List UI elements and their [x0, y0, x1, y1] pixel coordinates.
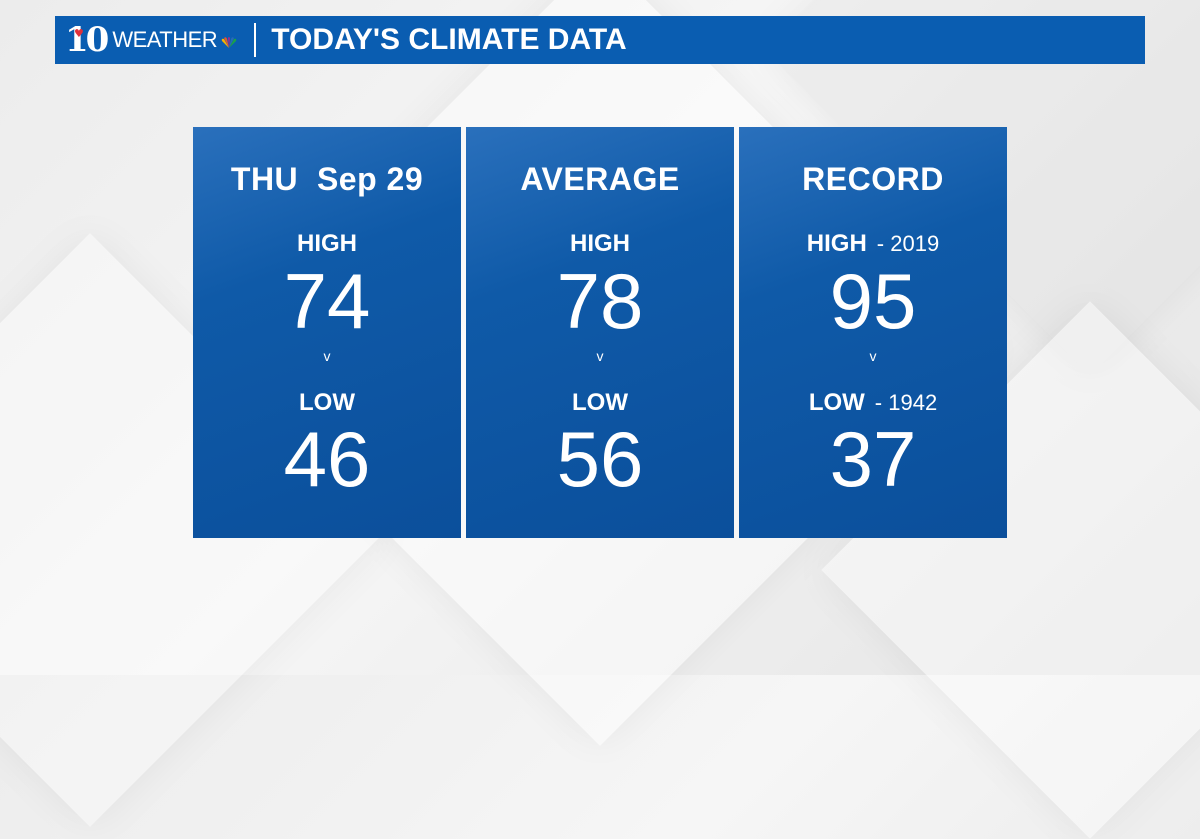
- low-value: 46: [283, 415, 371, 503]
- record-panel: RECORD HIGH - 2019 95 v LOW - 1942 37: [739, 127, 1007, 538]
- panel-title: RECORD: [802, 161, 944, 197]
- high-label: HIGH: [297, 230, 357, 257]
- high-label: HIGH - 2019: [806, 230, 940, 257]
- chevron-down-icon: v: [323, 348, 331, 364]
- today-panel: THU Sep 29 HIGH 74 v LOW 46: [193, 127, 461, 538]
- climate-panels: THU Sep 29 HIGH 74 v LOW 46 AVERAGE HIGH…: [193, 127, 1007, 538]
- low-value: 37: [829, 415, 917, 503]
- high-value: 95: [829, 257, 917, 345]
- page-title: TODAY'S CLIMATE DATA: [271, 23, 627, 56]
- average-panel: AVERAGE HIGH 78 v LOW 56: [466, 127, 734, 538]
- low-value: 56: [556, 415, 644, 503]
- station-logo: 10 ♥ WEATHER: [55, 16, 238, 64]
- low-label: LOW: [299, 389, 355, 416]
- header-bar: 10 ♥ WEATHER TODAY'S CLIMATE DATA: [55, 16, 1145, 64]
- low-label: LOW - 1942: [808, 389, 938, 416]
- peacock-icon: [221, 37, 237, 48]
- panel-title: AVERAGE: [520, 161, 680, 197]
- logo-number: 10 ♥: [65, 20, 109, 60]
- high-label: HIGH: [570, 230, 630, 257]
- panel-title: THU Sep 29: [230, 161, 424, 197]
- record-low-year: - 1942: [874, 390, 938, 415]
- logo-word: WEATHER: [112, 27, 218, 52]
- chevron-down-icon: v: [596, 348, 604, 364]
- header-divider: [254, 23, 257, 57]
- chevron-down-icon: v: [869, 348, 877, 364]
- high-value: 78: [556, 257, 644, 345]
- heart-icon: ♥: [74, 27, 84, 40]
- record-high-year: - 2019: [876, 231, 940, 256]
- low-label: LOW: [572, 389, 628, 416]
- high-value: 74: [283, 257, 371, 345]
